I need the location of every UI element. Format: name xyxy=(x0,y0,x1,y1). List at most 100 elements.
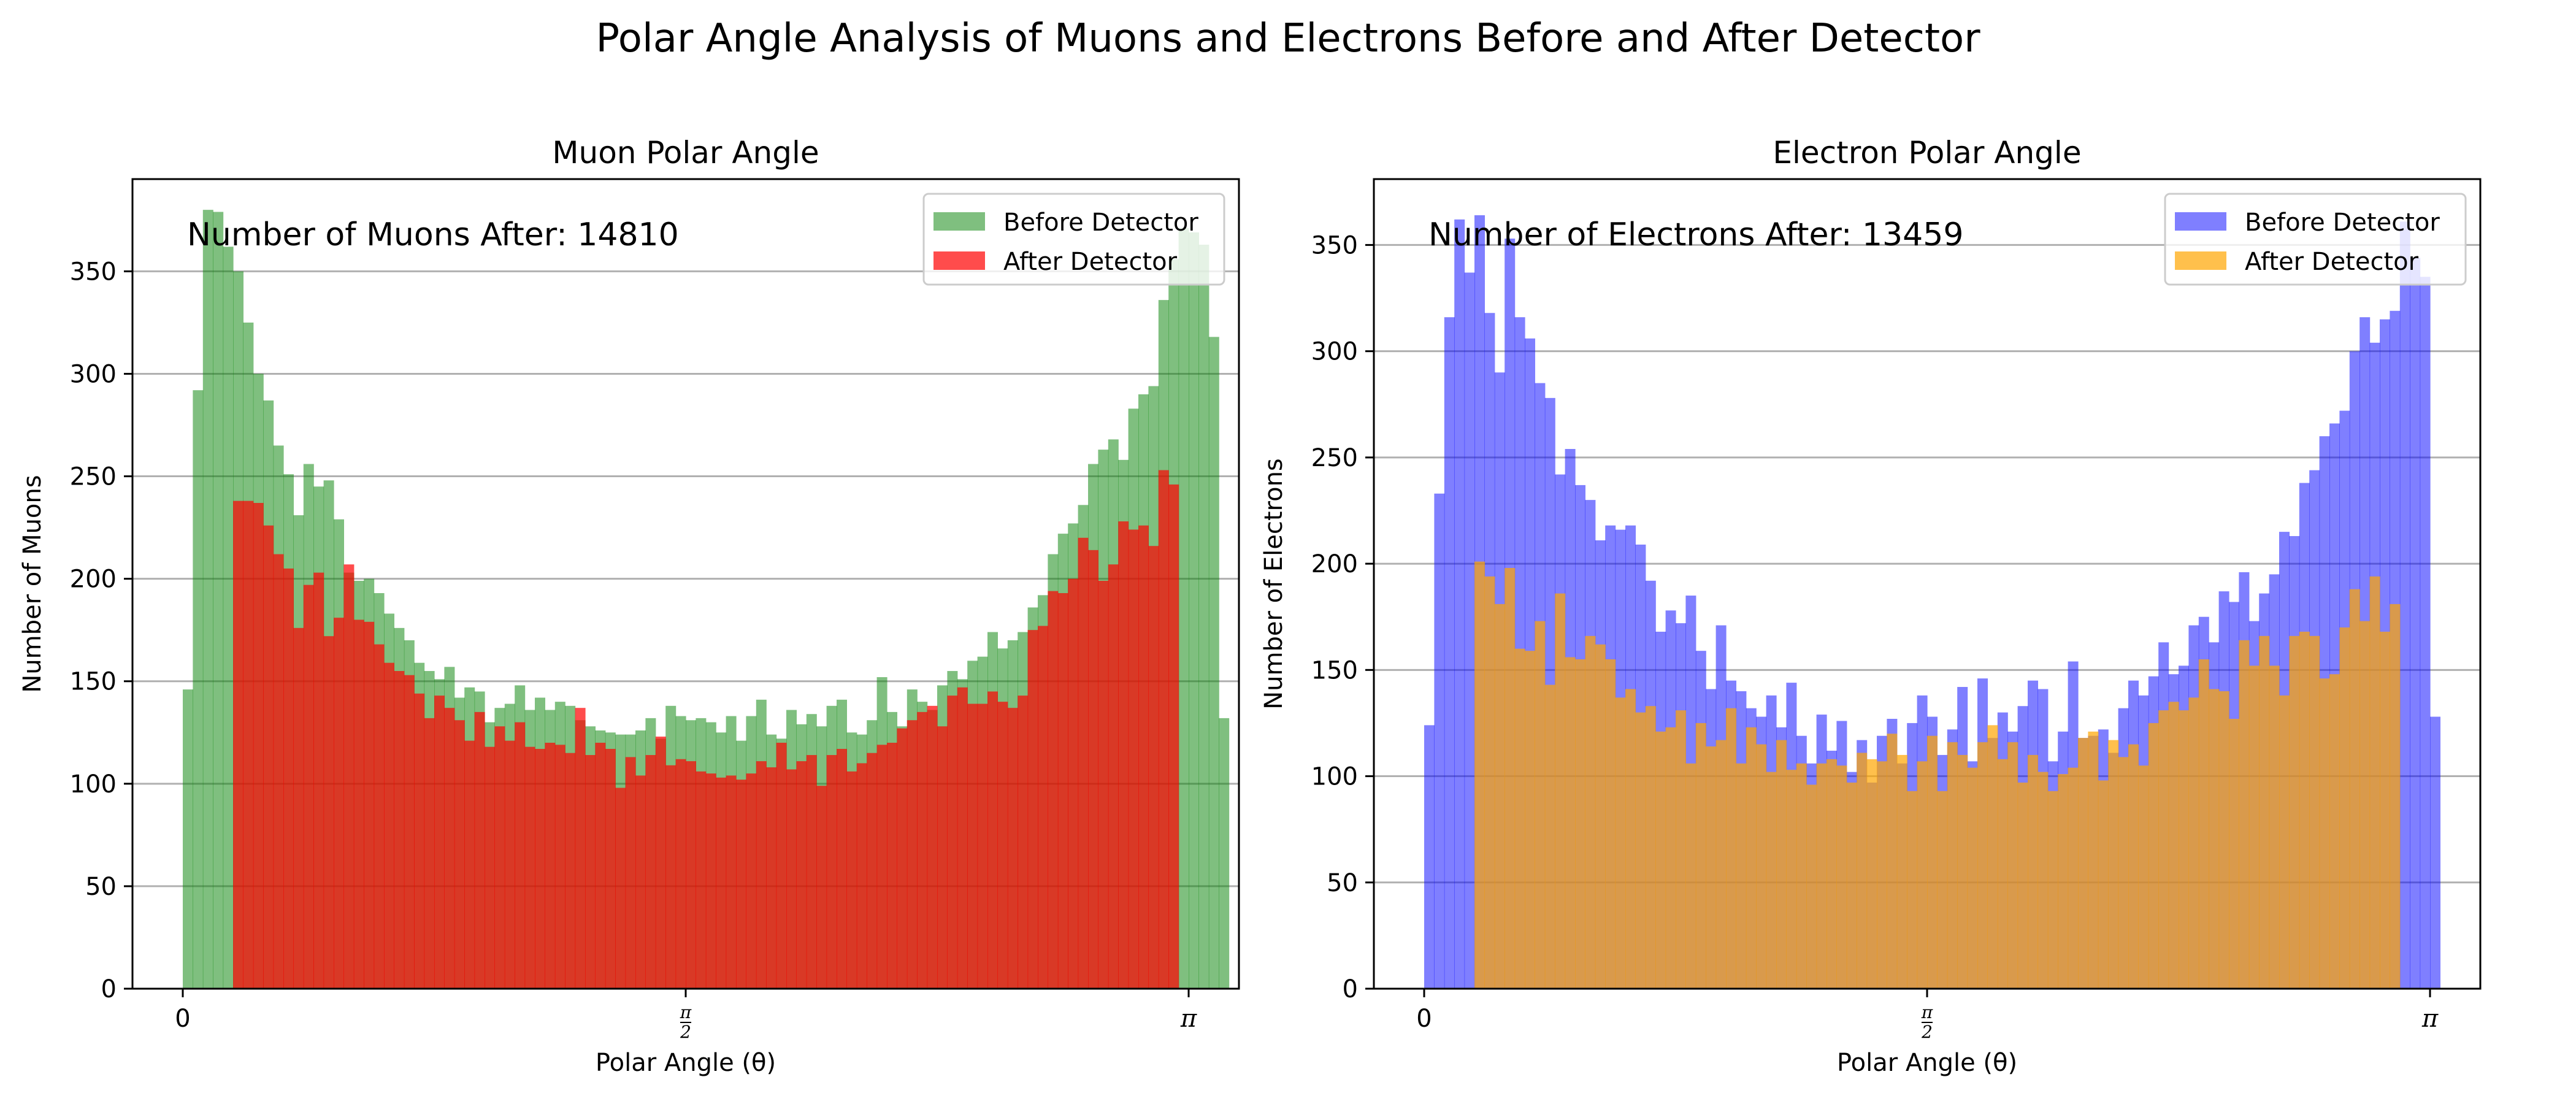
histogram-bar xyxy=(2430,716,2440,989)
legend-label: Before Detector xyxy=(1003,209,1198,237)
histogram-bar xyxy=(1736,763,1747,989)
y-tick-label: 350 xyxy=(70,258,117,286)
histogram-bar xyxy=(404,675,415,989)
histogram-bar xyxy=(937,726,948,989)
histogram-bar xyxy=(1806,784,1817,989)
histogram-bar xyxy=(1198,244,1209,989)
histogram-bar xyxy=(1917,761,1928,989)
histogram-bar xyxy=(323,636,334,989)
histogram-bar xyxy=(1947,742,1958,989)
histogram-bar xyxy=(947,696,958,989)
histogram-bar xyxy=(1494,604,1505,989)
histogram-bar xyxy=(2047,791,2058,989)
histogram-bar xyxy=(474,711,485,989)
histogram-bar xyxy=(2028,754,2038,989)
histogram-bar xyxy=(585,755,596,989)
histogram-bar xyxy=(374,644,385,989)
histogram-bar xyxy=(625,757,636,989)
histogram-bar xyxy=(1078,537,1089,989)
histogram-bar xyxy=(987,691,998,989)
y-axis-label: Number of Electrons xyxy=(1260,458,1288,710)
histogram-bar xyxy=(1444,317,1455,989)
histogram-bar xyxy=(1454,219,1465,989)
histogram-bar xyxy=(726,775,737,989)
histogram-bar xyxy=(1615,697,1626,989)
histogram-bar xyxy=(2410,258,2421,989)
histogram-bar xyxy=(1776,740,1787,989)
y-tick-label: 150 xyxy=(70,668,117,696)
histogram-bar xyxy=(515,722,526,989)
x-tick-label: π xyxy=(1180,1005,1197,1033)
histogram-bar xyxy=(2329,674,2340,989)
histogram-bar xyxy=(1676,710,1686,989)
histogram-bar xyxy=(1434,493,1445,989)
y-tick-label: 100 xyxy=(70,770,117,799)
histogram-bar xyxy=(2229,719,2239,989)
histogram-bar xyxy=(2037,772,2049,989)
histogram-bar xyxy=(384,662,394,989)
x-tick-label-numerator: π xyxy=(1921,1002,1933,1022)
histogram-bar xyxy=(907,720,918,989)
histogram-bar xyxy=(565,753,576,989)
histogram-bar xyxy=(1896,754,1907,989)
legend-swatch xyxy=(933,251,985,270)
histogram-bar xyxy=(2248,665,2260,989)
histogram-bar xyxy=(1877,761,1887,989)
histogram-bar xyxy=(444,708,455,989)
histogram-bar xyxy=(524,746,535,989)
y-tick-label: 0 xyxy=(101,975,117,1003)
histogram-bar xyxy=(2319,678,2330,989)
histogram-bar xyxy=(1189,232,1199,989)
histogram-bar xyxy=(283,568,294,989)
histogram-bar xyxy=(736,780,746,989)
x-tick-label-denominator: 2 xyxy=(1921,1022,1933,1042)
histogram-bar xyxy=(1018,696,1029,989)
histogram-bar xyxy=(1987,725,1998,989)
histogram-bar xyxy=(1068,578,1079,989)
histogram-bar xyxy=(2369,576,2380,989)
histogram-bar xyxy=(263,525,274,989)
histogram-bar xyxy=(786,769,797,989)
histogram-bar xyxy=(1665,727,1676,989)
y-tick-label: 250 xyxy=(1311,444,1358,472)
histogram-bar xyxy=(1857,753,1868,989)
histogram-bar xyxy=(1575,659,1585,989)
series-after-detector xyxy=(1474,561,2401,989)
electron-count-annotation: Number of Electrons After: 13459 xyxy=(1428,217,1963,253)
histogram-bar xyxy=(696,771,707,989)
histogram-bar xyxy=(2239,640,2250,989)
histogram-bar xyxy=(1907,791,1918,989)
histogram-bar xyxy=(1424,725,1435,989)
histogram-bar xyxy=(1827,759,1837,989)
histogram-bar xyxy=(2349,589,2360,989)
legend-box xyxy=(922,193,1225,286)
histogram-bar xyxy=(414,693,425,989)
histogram-bar xyxy=(2179,710,2189,989)
histogram-bar xyxy=(183,689,193,989)
histogram-bar xyxy=(1178,228,1189,989)
histogram-bar xyxy=(2148,723,2159,989)
histogram-bar xyxy=(293,627,304,989)
histogram-bar xyxy=(897,728,908,989)
histogram-bar xyxy=(665,765,677,989)
histogram-bar xyxy=(796,761,807,989)
histogram-bar xyxy=(1706,746,1717,989)
histogram-bar xyxy=(967,703,978,989)
histogram-bar xyxy=(2420,277,2431,989)
y-tick-label: 200 xyxy=(70,565,117,594)
histogram-bar xyxy=(605,749,616,989)
histogram-bar xyxy=(746,773,757,989)
histogram-bar xyxy=(1208,337,1219,989)
histogram-bar xyxy=(1836,765,1847,989)
histogram-bar xyxy=(334,618,344,989)
histogram-bar xyxy=(2068,767,2079,989)
histogram-bar xyxy=(193,390,204,989)
histogram-bar xyxy=(1997,759,2008,989)
histogram-bar xyxy=(766,767,777,989)
histogram-bar xyxy=(1625,689,1636,989)
histogram-bar xyxy=(243,500,254,989)
plot-area xyxy=(1424,215,2440,989)
histogram-bar xyxy=(816,786,827,989)
histogram-bar xyxy=(1816,763,1827,989)
legend-label: Before Detector xyxy=(2245,209,2440,237)
